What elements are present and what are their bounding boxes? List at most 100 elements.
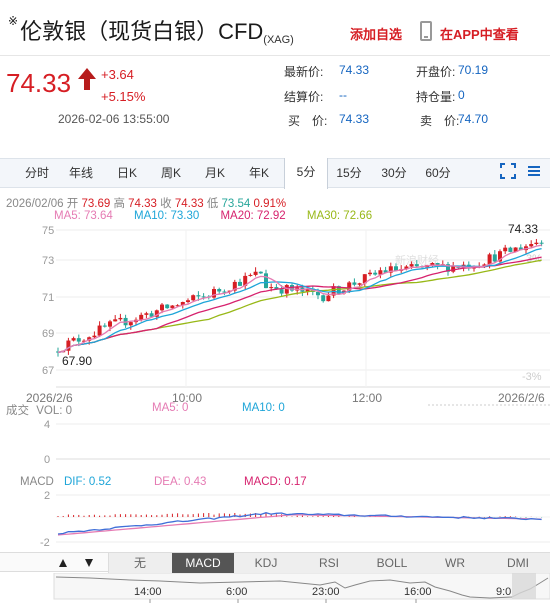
close-label: 收 [160, 198, 172, 210]
vol-value: VOL: 0 [36, 405, 73, 417]
tab-60min[interactable]: 60分 [425, 166, 451, 180]
scroll-up-icon[interactable] [58, 558, 68, 568]
x-label-end: 2026/2/6 [498, 391, 545, 405]
range-label-1400: 14:00 [134, 586, 162, 598]
candle-body [451, 265, 456, 272]
candle-body [326, 295, 331, 302]
ma30-legend: MA30: 72.66 [306, 210, 373, 222]
tab-30min[interactable]: 30分 [381, 166, 407, 180]
high-label: 高 [113, 198, 125, 210]
candle-body [139, 314, 144, 320]
open-value: 73.69 [81, 198, 111, 210]
indicator-tab-rsi[interactable]: RSI [318, 556, 339, 570]
candle-body [534, 242, 539, 245]
add-watchlist-link[interactable]: 添加自选 [350, 27, 403, 42]
candle-body [118, 317, 123, 320]
vol-ma5: MA5: 0 [152, 402, 189, 414]
candle-body [430, 263, 435, 266]
pct-value: 0.91% [253, 198, 287, 210]
candle-body [71, 338, 76, 341]
last-price-value: 74.33 [339, 63, 370, 77]
candle-body [487, 254, 492, 265]
macd-chart[interactable]: 2 -2 [0, 488, 550, 550]
candle-body [108, 321, 112, 327]
tab-yearline[interactable]: 年线 [68, 166, 93, 180]
ma20-line [57, 256, 542, 353]
candle-body [160, 304, 164, 311]
candle-body [539, 242, 544, 244]
tab-intraday[interactable]: 分时 [24, 166, 49, 180]
tab-yearly-k[interactable]: 年K [248, 166, 269, 180]
indicator-tabs: 无 MACD KDJ RSI BOLL WR DMI [108, 553, 550, 573]
ma30-line [57, 259, 542, 353]
y-tick-71: 71 [42, 292, 54, 304]
ma10-legend: MA10: 73.30 [134, 210, 200, 222]
max-price-label: 74.33 [508, 222, 538, 236]
candle-body [175, 305, 180, 307]
candle-body [352, 282, 357, 285]
title-prefix: ※ [8, 14, 19, 28]
indicator-tab-kdj[interactable]: KDJ [254, 556, 278, 570]
fullscreen-icon[interactable] [500, 163, 516, 179]
quote-time: 2026-02-06 13:55:00 [58, 112, 170, 126]
candle-body [269, 287, 274, 289]
x-label-1200: 12:00 [352, 391, 382, 405]
candle-body [238, 281, 242, 286]
macd-legend: MACD DIF: 0.52 DEA: 0.43 MACD: 0.17 [20, 476, 307, 488]
tab-monthly-k[interactable]: 月K [204, 166, 225, 180]
tab-daily-k[interactable]: 日K [116, 166, 137, 180]
indicator-tab-macd[interactable]: MACD [172, 553, 234, 573]
macd-dea: DEA: 0.43 [154, 476, 207, 488]
indicator-tab-none[interactable]: 无 [133, 556, 146, 570]
candle-body [102, 325, 107, 327]
tab-weekly-k[interactable]: 周K [160, 166, 181, 180]
low-value: 73.54 [221, 198, 251, 210]
candle-body [113, 319, 118, 322]
candle-body [357, 283, 362, 285]
candle-body [404, 266, 409, 270]
range-handle[interactable] [512, 573, 536, 599]
open-interest-value: 0 [458, 88, 465, 102]
volume-chart[interactable]: 4 0 [0, 416, 550, 466]
price-change: +3.64 [101, 67, 134, 82]
header: ※伦敦银（现货白银）CFD(XAG) 添加自选 在APP中查看 [0, 0, 550, 56]
menu-icon[interactable] [527, 164, 541, 178]
candle-body [305, 288, 310, 292]
low-label: 低 [206, 198, 219, 210]
last-price-label: 最新价: [284, 65, 324, 79]
view-in-app-link[interactable]: 在APP中查看 [440, 27, 519, 42]
period-tabs: 分时 年线 日K 周K 月K 年K 5分 15分 30分 60分 [0, 158, 550, 189]
candle-body [492, 254, 497, 262]
price-chart[interactable]: 75 73 71 69 67 3% -3% 新浪财经 74.33 67.90 2… [0, 222, 550, 412]
candle-body [212, 289, 216, 298]
tab-15min[interactable]: 15分 [336, 166, 362, 180]
macd-dif: DIF: 0.52 [64, 476, 112, 488]
min-price-label: 67.90 [62, 354, 92, 368]
candle-body [97, 325, 102, 336]
scroll-down-icon[interactable] [84, 558, 94, 568]
candle-body [92, 335, 97, 338]
macd-title: MACD [20, 476, 54, 488]
candle-body [128, 322, 133, 326]
candle-body [388, 266, 393, 273]
tab-5min[interactable]: 5分 [284, 158, 328, 189]
indicator-tab-wr[interactable]: WR [445, 556, 465, 570]
indicator-tab-dmi[interactable]: DMI [507, 556, 529, 570]
candle-body [284, 285, 289, 294]
open-label: 开 [66, 198, 79, 210]
volume-title: 成交 [6, 405, 29, 417]
ask-value: 74.70 [458, 112, 489, 126]
vol-ma10: MA10: 0 [242, 402, 285, 414]
right-tick-down: -3% [522, 371, 542, 383]
symbol-code: (XAG) [263, 34, 294, 46]
bid-value: 74.33 [339, 112, 370, 126]
high-value: 74.33 [128, 198, 157, 210]
candle-body [191, 295, 196, 301]
indicator-bar: 无 MACD KDJ RSI BOLL WR DMI [0, 552, 550, 573]
range-navigator[interactable]: 14:00 6:00 23:00 16:00 9:0 [0, 573, 550, 612]
indicator-tab-boll[interactable]: BOLL [376, 556, 408, 570]
x-label-1000: 10:00 [172, 391, 202, 405]
y-tick-69: 69 [42, 328, 54, 340]
candle-body [321, 295, 326, 302]
